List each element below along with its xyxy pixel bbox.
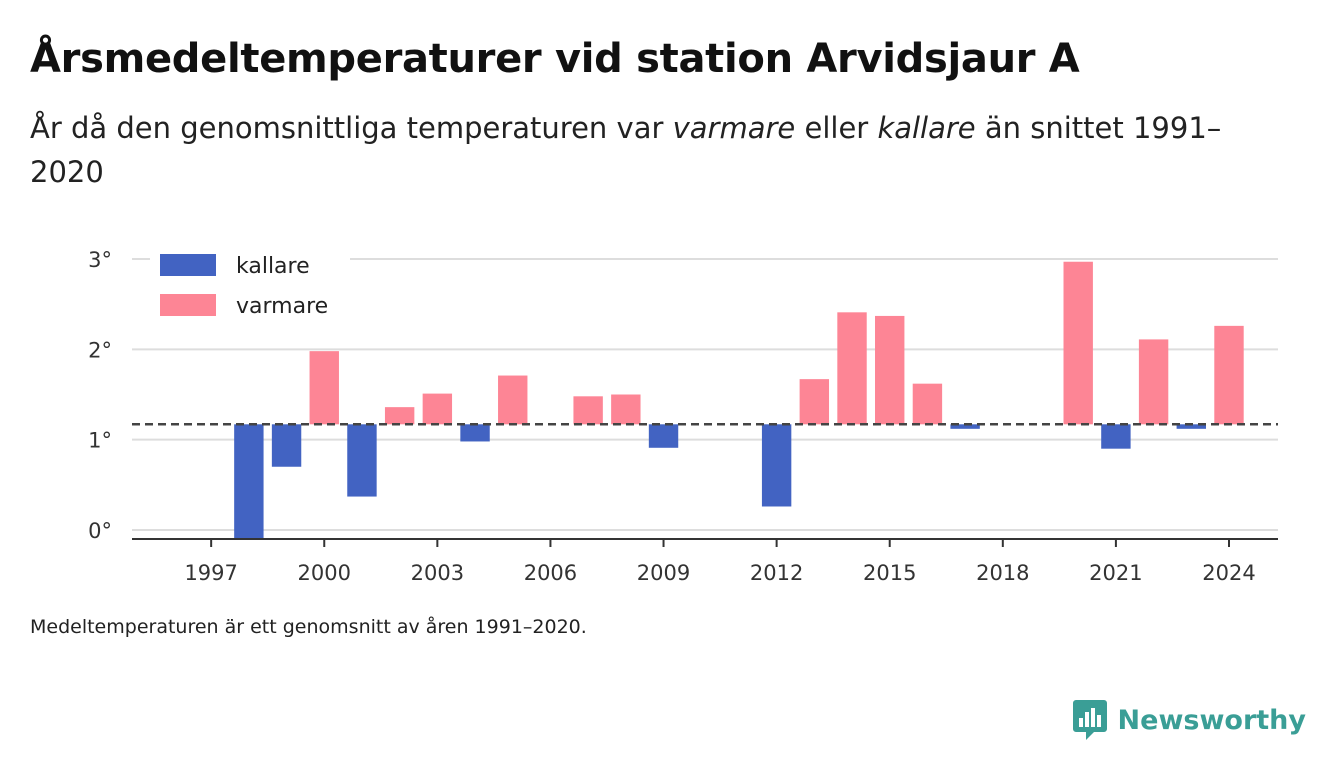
y-tick-label: 3° — [88, 248, 112, 272]
newsworthy-brand[interactable]: Newsworthy — [1072, 698, 1306, 742]
x-tick-label: 2021 — [1089, 561, 1142, 585]
x-tick-label: 2003 — [411, 561, 464, 585]
y-tick-label: 1° — [88, 429, 112, 453]
newsworthy-logo-icon — [1072, 700, 1107, 740]
chart-subtitle: År då den genomsnittliga temperaturen va… — [30, 106, 1250, 194]
bar-colder — [648, 424, 679, 448]
bar-warmer — [799, 379, 830, 425]
bar-warmer — [573, 396, 603, 425]
x-tick-label: 2015 — [863, 561, 916, 585]
x-tick-label: 2009 — [637, 561, 690, 585]
x-tick-label: 1997 — [184, 561, 237, 585]
chart-title: Årsmedeltemperaturer vid station Arvidsj… — [30, 36, 1080, 82]
legend-label-warmer: varmare — [236, 294, 328, 319]
y-tick-label: 2° — [88, 338, 112, 362]
bar-colder — [271, 424, 302, 467]
brand-name: Newsworthy — [1117, 704, 1306, 736]
y-tick-label: 0° — [88, 519, 112, 543]
legend-swatch-colder — [160, 254, 216, 276]
bar-warmer — [837, 312, 867, 425]
bar-colder — [1176, 424, 1206, 429]
subtitle-text-1: År då den genomsnittliga temperaturen va… — [30, 111, 673, 145]
bar-warmer — [309, 351, 339, 425]
x-tick-label: 2006 — [524, 561, 577, 585]
legend-swatch-warmer — [160, 294, 216, 316]
bar-warmer — [611, 394, 641, 425]
x-tick-label: 2018 — [976, 561, 1029, 585]
subtitle-text-3: än snittet 1991–2020 — [30, 111, 1222, 189]
bar-colder — [950, 424, 980, 429]
bar-warmer — [912, 383, 943, 425]
bar-warmer — [1214, 325, 1244, 425]
x-tick-label: 2012 — [750, 561, 803, 585]
x-tick-label: 2024 — [1202, 561, 1255, 585]
bar-colder — [1101, 424, 1131, 449]
subtitle-word-warmer: varmare — [672, 111, 796, 145]
bar-colder — [761, 424, 792, 507]
x-tick-label: 2000 — [298, 561, 351, 585]
bar-colder — [460, 424, 490, 442]
bar-warmer — [1063, 261, 1093, 425]
bar-colder — [234, 424, 264, 539]
bar-colder — [347, 424, 377, 497]
footnote: Medeltemperaturen är ett genomsnitt av å… — [30, 616, 587, 638]
bar-warmer — [384, 407, 415, 425]
bar-warmer — [1138, 339, 1169, 425]
bar-warmer — [875, 315, 905, 425]
subtitle-text-2: eller — [795, 111, 878, 145]
subtitle-word-colder: kallare — [877, 111, 976, 145]
bar-chart: 0° 1° 2° 3° 1997 2000 2003 2006 2009 2012 2015 2018… — [88, 244, 1278, 585]
legend-label-colder: kallare — [236, 254, 310, 279]
bar-warmer — [498, 375, 528, 425]
bar-warmer — [422, 393, 453, 425]
